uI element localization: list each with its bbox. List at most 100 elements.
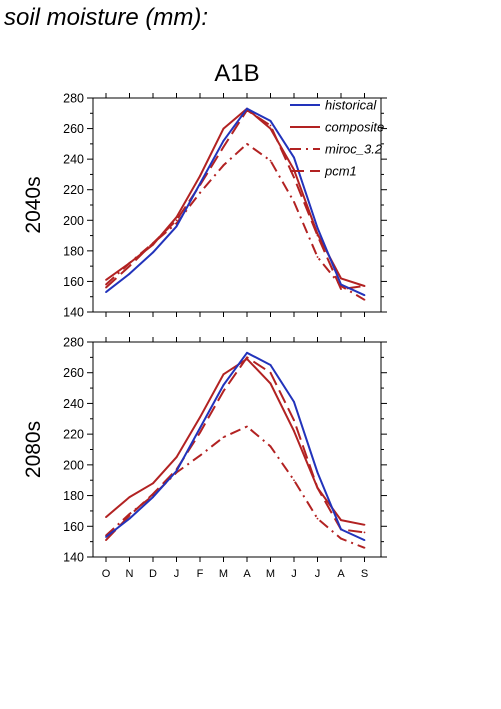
y-tick-label: 240 [63,397,84,411]
data-point [105,536,107,538]
x-tick-label: S [361,568,368,580]
data-point [316,227,319,229]
data-point [316,234,319,237]
x-tick-label: M [266,568,275,580]
data-point [246,351,248,354]
x-tick-label: A [337,568,345,580]
data-point [269,124,272,127]
data-point [222,164,225,167]
data-point [293,479,295,482]
data-point [222,436,225,439]
y-tick-label: 180 [63,489,84,503]
data-point [222,139,225,142]
data-point [105,291,107,294]
panel-row-label: 2080s [22,421,45,478]
series-line-pcm1 [105,109,365,291]
y-tick-label: 140 [63,306,84,320]
y-tick-label: 200 [63,214,84,228]
data-point [175,219,178,222]
data-point [246,142,248,145]
data-point [363,539,366,542]
data-point [293,400,295,403]
y-tick-label: 220 [63,428,84,442]
data-point [128,496,131,499]
x-tick-label: O [102,568,111,580]
data-point [363,546,366,549]
data-point [128,265,131,268]
data-point [363,523,366,526]
y-tick-label: 200 [63,458,84,472]
legend-label: pcm1 [324,164,357,179]
data-point [293,201,295,203]
data-point [128,514,131,517]
data-point [175,456,178,459]
data-point [363,298,366,301]
series-line-composite [105,357,365,526]
y-tick-label: 280 [63,336,84,350]
x-tick-label: D [149,568,157,580]
data-point [222,390,225,393]
data-point [222,384,225,386]
y-tick-label: 220 [63,183,84,197]
data-point [293,419,295,422]
data-point [316,517,319,520]
y-tick-label: 260 [63,122,84,136]
x-tick-label: J [291,568,297,580]
legend-label: miroc_3.2 [325,142,383,157]
data-point [199,431,201,434]
data-point [222,146,225,148]
page-title: soil moisture (mm): [4,4,209,31]
data-point [152,482,154,485]
y-tick-label: 160 [63,275,84,289]
data-point [316,471,319,474]
data-point [128,262,131,264]
legend-label: historical [325,98,377,113]
data-point [340,277,342,280]
data-point [105,279,107,281]
data-point [128,517,131,520]
data-point [199,416,201,419]
data-point [199,427,201,429]
x-tick-label: F [197,568,204,580]
y-tick-label: 280 [63,92,84,106]
data-point [105,283,107,286]
data-point [269,382,272,385]
data-point [246,107,248,110]
y-tick-label: 160 [63,520,84,534]
y-tick-label: 240 [63,153,84,167]
data-point [340,528,342,531]
x-tick-label: A [243,568,251,580]
series-line-historical [105,107,365,297]
legend-label: composite [325,120,384,135]
data-point [269,159,272,162]
data-point [199,191,201,194]
data-point [105,286,107,289]
series-line-pcm1 [105,356,365,541]
data-point [316,256,319,258]
data-point [152,242,154,245]
series-line-historical [105,351,365,542]
data-point [175,216,178,219]
data-point [105,539,107,542]
data-point [222,373,225,376]
data-point [269,120,272,122]
data-point [175,470,178,472]
data-point [293,156,295,159]
data-point [269,127,272,130]
data-point [222,127,225,130]
data-point [340,537,342,540]
data-point [269,364,272,366]
data-point [199,175,201,177]
data-point [316,486,319,489]
y-tick-label: 180 [63,244,84,258]
x-tick-label: N [126,568,134,580]
data-point [340,519,342,522]
data-point [340,288,342,290]
data-point [152,496,154,499]
y-tick-label: 140 [63,551,84,565]
panel-row-label: 2040s [22,176,45,233]
data-point [175,225,178,228]
data-point [152,251,154,254]
data-point [269,445,272,448]
